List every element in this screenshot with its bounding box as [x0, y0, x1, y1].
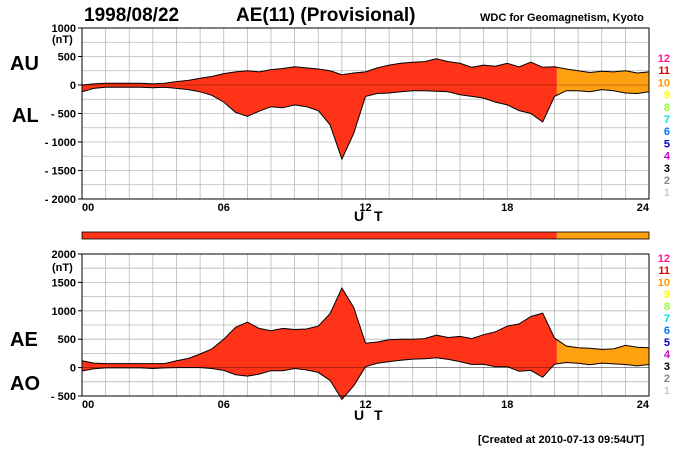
au-al-x-tick-label: 24: [637, 202, 650, 214]
ae-ao-grid: [82, 254, 649, 396]
au-al-band-level-10: [556, 67, 649, 96]
au-al-y-tick-label: 0: [70, 80, 76, 92]
ae-ao-x-tick-label: 00: [82, 399, 94, 411]
au-al-x-ticks: 00 06 12 18 24: [82, 202, 650, 214]
legend-level-3: 3: [664, 163, 670, 175]
level-bar-frame: [81, 231, 650, 240]
ao-label: AO: [10, 373, 40, 395]
ae-ao-y-tick-label: 500: [58, 334, 76, 346]
series-au-line: [81, 58, 650, 86]
au-al-grid: [82, 28, 649, 199]
legend-level-2: 2: [664, 373, 670, 385]
legend-level-7: 7: [664, 114, 670, 126]
ae-ao-y-tick-label: 1500: [52, 277, 76, 289]
series-al-line: [81, 86, 650, 161]
au-al-x-axis-label: U T: [354, 208, 386, 224]
legend-level-3: 3: [664, 361, 670, 373]
legend-level-7: 7: [664, 313, 670, 325]
legend-level-8: 8: [664, 301, 670, 313]
au-al-y-ticks: 1000 500 0 - 500 - 1000 - 1500 - 2000: [45, 23, 82, 206]
au-al-x-tick-label: 18: [501, 202, 513, 214]
legend-level-10: 10: [658, 77, 670, 89]
au-al-fill: [82, 58, 649, 160]
au-al-unit-label: (nT): [52, 34, 73, 46]
level-bar-level-11: [82, 232, 557, 239]
au-al-outline: [81, 58, 650, 161]
au-label: AU: [10, 53, 39, 75]
legend-level-6: 6: [664, 126, 670, 138]
au-al-band-level-11: [82, 58, 557, 160]
legend-level-4: 4: [664, 151, 671, 163]
legend-level-6: 6: [664, 325, 670, 337]
ae-ao-y-tick-label: 1000: [52, 306, 76, 318]
legend-level-11: 11: [658, 265, 670, 277]
legend-level-5: 5: [664, 138, 670, 150]
legend-level-9: 9: [664, 289, 670, 301]
ae-ao-band-level-10: [556, 339, 649, 366]
legend-level-5: 5: [664, 337, 670, 349]
au-al-y-tick-label: - 500: [51, 109, 76, 121]
ae-ao-fill: [82, 288, 649, 400]
al-label: AL: [12, 105, 39, 127]
legend-level-8: 8: [664, 102, 670, 114]
created-timestamp: [Created at 2010-07-13 09:54UT]: [478, 434, 645, 446]
chart-title: AE(11) (Provisional): [236, 5, 416, 26]
au-al-x-tick-label: 06: [218, 202, 230, 214]
legend-level-1: 1: [664, 385, 670, 397]
legend-level-10: 10: [658, 277, 670, 289]
legend-level-12: 12: [658, 53, 670, 65]
ae-ao-band-level-11: [82, 288, 557, 400]
au-al-x-tick-label: 12: [359, 202, 371, 214]
organization-label: WDC for Geomagnetism, Kyoto: [480, 12, 644, 24]
legend-level-9: 9: [664, 90, 670, 102]
ae-ao-y-tick-label: 2000: [52, 249, 76, 261]
ae-ao-x-ticks: 00 06 12 18 24: [82, 399, 650, 411]
ae-label: AE: [10, 329, 38, 351]
ae-ao-x-tick-label: 12: [359, 399, 371, 411]
level-bar-level-10: [556, 232, 649, 239]
ae-ao-outline: [81, 287, 650, 401]
au-al-y-tick-label: - 1500: [45, 166, 76, 178]
data-level-bar: [81, 231, 650, 240]
ae-ao-x-axis-label: U T: [354, 407, 386, 423]
ae-ao-y-tick-label: 0: [70, 363, 76, 375]
series-ae-line: [81, 287, 650, 365]
legend-level-1: 1: [664, 187, 670, 199]
ae-ao-x-tick-label: 24: [637, 399, 650, 411]
ae-ao-frame: [81, 253, 650, 397]
date-label: 1998/08/22: [84, 5, 179, 26]
legend-level-11: 11: [658, 65, 670, 77]
legend-level-2: 2: [664, 175, 670, 187]
au-al-y-tick-label: 500: [58, 52, 76, 64]
au-al-y-tick-label: 1000: [52, 23, 76, 35]
legend-level-12: 12: [658, 253, 670, 265]
ae-ao-x-tick-label: 06: [218, 399, 230, 411]
ae-ao-y-ticks: 2000 1500 1000 500 0 - 500: [51, 249, 82, 403]
ae-ao-unit-label: (nT): [52, 262, 73, 274]
au-al-y-tick-label: - 2000: [45, 194, 76, 206]
au-al-y-tick-label: - 1000: [45, 137, 76, 149]
ae-ao-y-tick-label: - 500: [51, 391, 76, 403]
legend-level-4: 4: [664, 349, 671, 361]
au-al-x-tick-label: 00: [82, 202, 94, 214]
ae-ao-x-tick-label: 18: [501, 399, 513, 411]
